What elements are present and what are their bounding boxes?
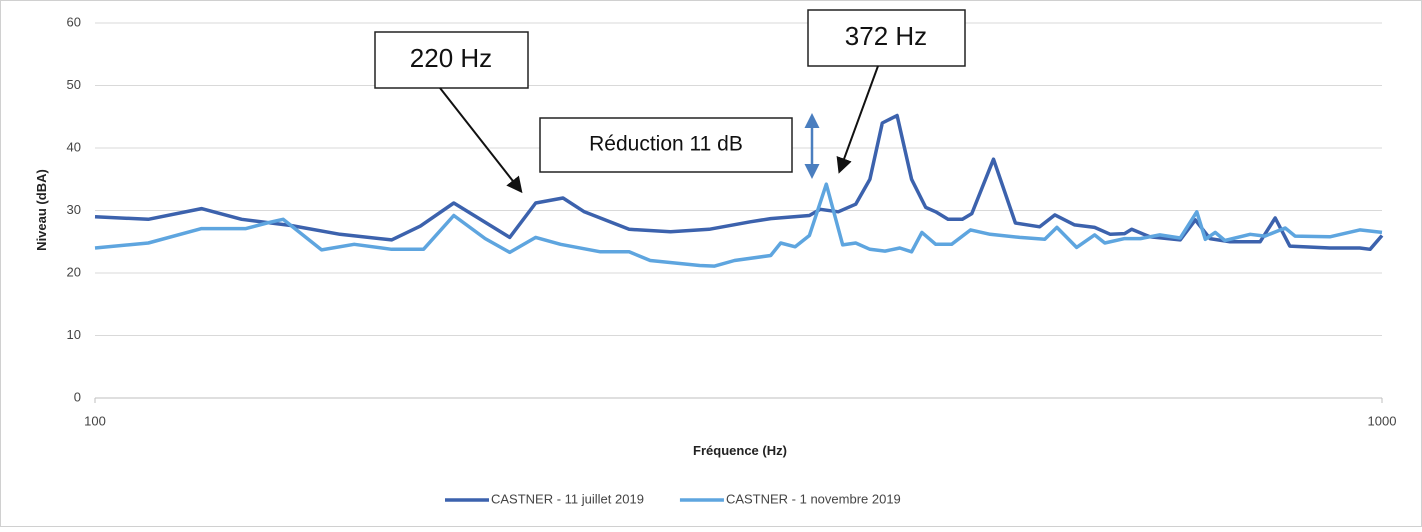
legend: CASTNER - 11 juillet 2019 CASTNER - 1 nov… bbox=[445, 491, 901, 506]
plot: 0 10 20 30 40 50 60 100 1000 bbox=[67, 14, 1397, 428]
x-tick-label: 100 bbox=[84, 413, 106, 428]
y-tick-label: 30 bbox=[67, 202, 81, 217]
y-tick-label: 40 bbox=[67, 139, 81, 154]
annotation-arrows bbox=[439, 65, 879, 194]
annotations: 220 Hz 372 Hz Réduction 11 dB bbox=[374, 9, 966, 173]
x-tick-label: 1000 bbox=[1368, 413, 1397, 428]
annotation-box bbox=[374, 31, 529, 89]
y-tick-label: 50 bbox=[67, 77, 81, 92]
y-axis-label: Niveau (dBA) bbox=[34, 169, 49, 251]
annotation: 372 Hz bbox=[845, 21, 927, 51]
y-tick-label: 10 bbox=[67, 327, 81, 342]
x-axis-label: Fréquence (Hz) bbox=[693, 443, 787, 458]
y-tick-label: 60 bbox=[67, 14, 81, 29]
y-tick-label: 20 bbox=[67, 264, 81, 279]
annotation-arrow bbox=[836, 65, 879, 174]
annotation: Réduction 11 dB bbox=[589, 133, 743, 156]
annotation-box bbox=[807, 9, 966, 67]
legend-label: CASTNER - 11 juillet 2019 bbox=[491, 491, 644, 506]
annotation-box bbox=[539, 117, 793, 173]
legend-label: CASTNER - 1 novembre 2019 bbox=[726, 491, 901, 506]
annotation-arrow bbox=[439, 87, 523, 194]
y-tick-label: 0 bbox=[74, 389, 81, 404]
annotation: 220 Hz bbox=[410, 43, 492, 73]
line-series bbox=[94, 182, 1383, 268]
